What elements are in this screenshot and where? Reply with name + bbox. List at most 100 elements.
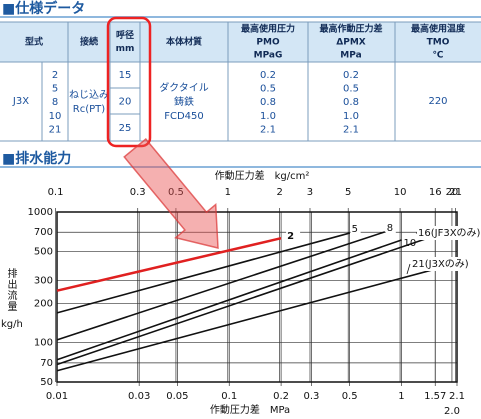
header-cell: 型式 — [25, 36, 43, 48]
series-line — [56, 234, 436, 366]
header-cell: 接続 — [80, 36, 98, 48]
x2-tick-label: 0.3 — [130, 187, 146, 198]
series-line — [56, 262, 458, 372]
variant: 8 — [52, 97, 58, 108]
x-tick-label: 0.05 — [166, 391, 188, 402]
series-label: 2 — [287, 231, 294, 242]
pmo: 0.5 — [260, 84, 276, 95]
label-leader — [406, 263, 411, 275]
x-tick-label: 0.2 — [273, 391, 289, 402]
variant: 10 — [49, 111, 62, 122]
x-tick-label: 0.1 — [221, 391, 237, 402]
header-cell: TMO — [427, 38, 450, 48]
series-line — [56, 239, 402, 361]
size: 20 — [119, 97, 132, 108]
header-cell: mm — [116, 44, 135, 54]
plot-frame — [56, 211, 458, 383]
pmx: 2.1 — [343, 124, 359, 135]
y-tick-label: 50 — [40, 377, 53, 388]
header-cell: ℃ — [433, 51, 444, 61]
x-extra-label: 2.0 — [444, 406, 460, 417]
material: FCD450 — [164, 111, 204, 122]
size: 25 — [119, 123, 132, 134]
x-tick-label: 0.01 — [46, 391, 68, 402]
table: 型式 接続 呼径 mm 本体材質 最高使用圧力 PMO MPaG 最高作動圧力差 ΔPMX MPa 最… — [12, 23, 466, 136]
size: 15 — [119, 70, 132, 81]
series-label: 8 — [387, 223, 393, 234]
y-tick-label: 300 — [34, 275, 53, 286]
y-tick-label: 500 — [34, 246, 53, 257]
pmo: 1.0 — [260, 111, 276, 122]
variant: 21 — [49, 124, 62, 135]
y-tick-label: 200 — [34, 298, 53, 309]
x2-tick-label: 0.5 — [168, 187, 184, 198]
model: J3X — [12, 96, 29, 107]
series-label: 16(JF3Xのみ) — [418, 228, 481, 239]
pmx: 0.5 — [343, 84, 359, 95]
pointer-arrow — [123, 138, 219, 249]
series-line — [56, 237, 282, 292]
x2-tick-label: 21 — [449, 187, 462, 198]
x2-axis-title: 作動圧力差 kg/cm² — [215, 169, 310, 182]
pmx: 1.0 — [343, 111, 359, 122]
x-tick-label: 0.03 — [128, 391, 150, 402]
header-cell: 最高使用温度 — [411, 23, 466, 35]
pmo: 2.1 — [260, 124, 276, 135]
label-bg — [350, 222, 361, 237]
y-tick-label: 100 — [34, 338, 53, 349]
x2-tick-label: 3 — [307, 187, 313, 198]
material: ダクタイル — [159, 81, 209, 94]
pmx: 0.2 — [343, 70, 359, 81]
material: 鋳鉄 — [174, 95, 194, 108]
label-bg — [385, 220, 396, 235]
series-line — [56, 231, 386, 341]
y-tick-label: 70 — [40, 358, 53, 369]
section-heading: ■排水能力 — [2, 150, 71, 167]
tmo: 220 — [428, 96, 447, 107]
chart: 50 70 100 200 300 500 700 1000 0.01 0.03 0.05 0.1 0.… — [1, 169, 481, 417]
pmo: 0.8 — [260, 97, 276, 108]
pmx: 0.8 — [343, 97, 359, 108]
header-cell: 本体材質 — [166, 36, 202, 48]
highlight-box — [106, 16, 152, 148]
series-label: 5 — [352, 224, 358, 235]
pmo: 0.2 — [260, 70, 276, 81]
header-cell: MPaG — [254, 51, 283, 61]
header-cell: 最高使用圧力 — [241, 23, 295, 35]
variant: 5 — [52, 84, 58, 95]
x2-tick-label: 20 — [446, 187, 459, 198]
header-cell: MPa — [340, 51, 361, 61]
x-tick-label: 0.5 — [342, 391, 358, 402]
table-header-bg — [0, 22, 481, 62]
section-heading: ■仕様データ — [2, 0, 85, 17]
x-axis-title: 作動圧力差 MPa — [210, 403, 290, 416]
label-bg — [286, 229, 301, 244]
y-tick-label: 1000 — [28, 207, 53, 218]
x-tick-label: 1.57 — [424, 391, 446, 402]
x-tick-label: 1 — [398, 391, 404, 402]
x2-tick-label: 16 — [429, 187, 442, 198]
label-bg — [411, 257, 481, 271]
x2-tick-label: 5 — [345, 187, 351, 198]
x2-tick-label: 2 — [276, 187, 282, 198]
x2-tick-label: 10 — [394, 187, 407, 198]
connection: Rc(PT) — [73, 104, 105, 115]
x-tick-label: 2.1 — [449, 391, 465, 402]
header-cell: 呼径 — [116, 29, 134, 41]
header-cell: ΔPMX — [336, 38, 366, 48]
x-tick-label: 0.3 — [303, 391, 319, 402]
header-cell: PMO — [256, 38, 280, 48]
x2-tick-label: 0.1 — [48, 187, 64, 198]
y-axis-title: 排出流量 — [5, 267, 17, 312]
series-label: 21(J3Xのみ) — [412, 259, 469, 270]
connection: ねじ込み — [69, 89, 109, 101]
table-lines — [0, 21, 481, 142]
label-bg — [417, 226, 481, 240]
y-tick-label: 700 — [34, 227, 53, 238]
x2-tick-label: 1 — [225, 187, 231, 198]
series-line — [56, 232, 350, 314]
y-axis-unit: kg/h — [1, 319, 23, 330]
header-cell: 最高作動圧力差 — [319, 23, 382, 35]
variant: 2 — [52, 70, 58, 81]
